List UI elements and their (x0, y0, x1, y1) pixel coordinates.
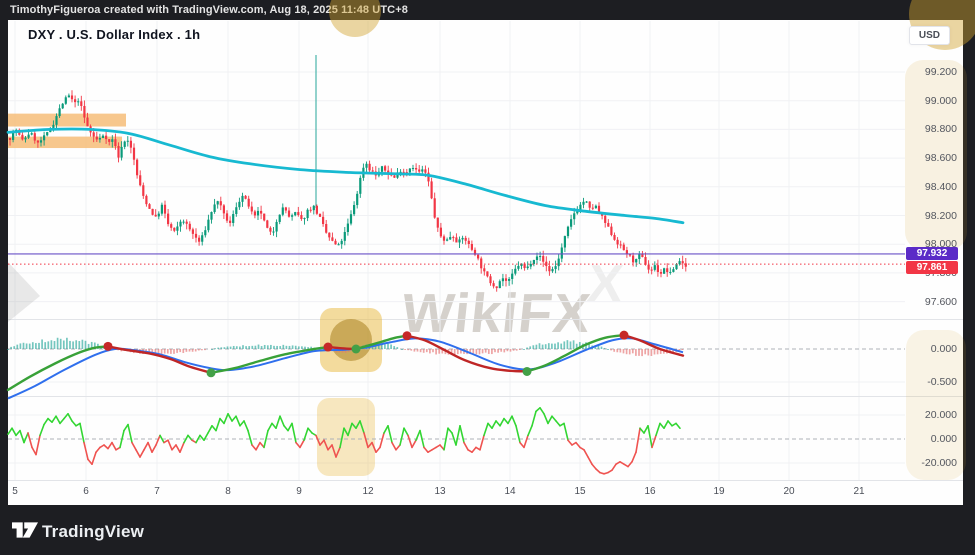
price-tick-label: 98.600 (924, 152, 957, 165)
date-tick-label: 16 (644, 486, 656, 497)
date-tick-label: 14 (504, 486, 516, 497)
price-tick-label: 99.000 (924, 94, 957, 107)
price-tick-label: 98.400 (924, 180, 957, 193)
alert-price-badge: 97.932 (906, 247, 958, 260)
currency-button[interactable]: USD (908, 26, 950, 45)
macd-tick-label: 0.000 (930, 343, 957, 355)
last-price-badge: 97.861 (906, 261, 958, 274)
oscillator-tick-label: 0.000 (930, 433, 957, 445)
price-tick-label: 97.600 (924, 295, 957, 308)
wikifx-watermark: WikiFX (398, 282, 595, 344)
macd-tick-label: -0.500 (927, 376, 957, 388)
price-tick-label: 98.200 (924, 209, 957, 222)
brand-bar (0, 505, 975, 555)
date-tick-label: 5 (12, 486, 18, 497)
price-tick-label: 99.200 (924, 66, 957, 78)
date-tick-label: 20 (783, 486, 795, 497)
watermark-x-glyph: X (584, 255, 626, 313)
symbol-title: DXY . U.S. Dollar Index . 1h (28, 27, 201, 42)
date-tick-label: 8 (225, 486, 231, 497)
date-tick-label: 13 (434, 486, 446, 497)
tradingview-logo-icon[interactable] (12, 521, 38, 539)
date-tick-label: 9 (296, 486, 302, 497)
oscillator-tick-label: -20.000 (921, 457, 957, 469)
attribution-text: TimothyFigueroa created with TradingView… (10, 4, 408, 16)
date-tick-label: 21 (853, 486, 865, 497)
date-tick-label: 7 (154, 486, 160, 497)
oscillator-tick-label: 20.000 (924, 409, 957, 421)
date-tick-label: 12 (362, 486, 374, 497)
attribution-bar: TimothyFigueroa created with TradingView… (0, 0, 975, 20)
date-tick-label: 6 (83, 486, 89, 497)
chart-canvas[interactable] (8, 20, 963, 505)
date-tick-label: 15 (574, 486, 586, 497)
tradingview-brand-text[interactable]: TradingView (42, 522, 145, 541)
price-tick-label: 98.800 (924, 123, 957, 136)
date-tick-label: 19 (713, 486, 725, 497)
